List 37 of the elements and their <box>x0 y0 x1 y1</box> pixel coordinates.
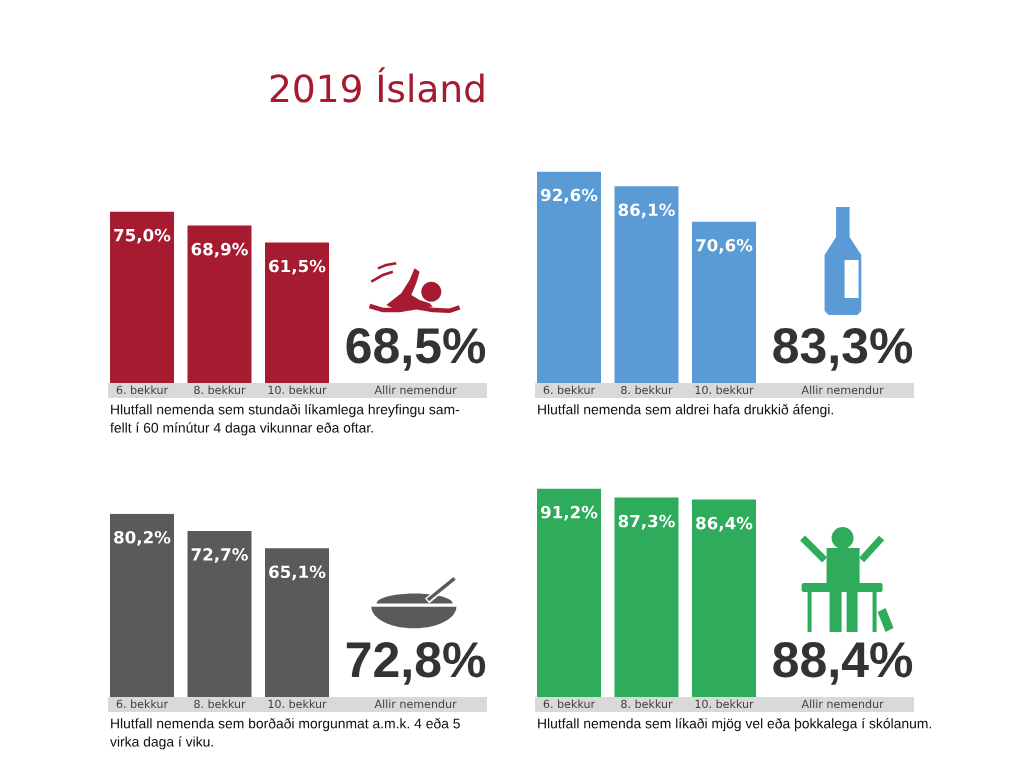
x-tick-label: 10. bekkur <box>268 385 327 395</box>
x-tick-label: 8. bekkur <box>621 385 673 395</box>
annotation: 68,5% <box>346 328 486 371</box>
annotation: 72,8% <box>346 642 486 685</box>
data-label: 92,6% <box>540 188 598 204</box>
data-label: 80,2% <box>114 530 171 546</box>
x-tick-label: Allir nemendur <box>801 699 884 709</box>
data-label: 65,1% <box>269 565 326 581</box>
text: Hlutfall nemenda sem borðaði morgunmat a.m.k. 4 eða 5 virka daga í viku. <box>110 718 460 750</box>
data-label: 86,1% <box>618 203 675 219</box>
chart-title: 2019 Ísland <box>270 67 484 103</box>
data-label: 61,5% <box>269 259 326 275</box>
x-tick-label: 8. bekkur <box>621 699 673 709</box>
data-label: 87,3% <box>618 514 675 530</box>
data-label: 86,4% <box>696 516 753 532</box>
data-label: 91,2% <box>540 505 598 521</box>
x-tick-label: 10. bekkur <box>268 699 327 709</box>
x-tick-label: Allir nemendur <box>374 699 457 709</box>
data-label: 72,7% <box>191 548 248 563</box>
data-label: 75,0% <box>114 228 171 244</box>
x-tick-label: 6. bekkur <box>116 699 169 709</box>
x-tick-label: 10. bekkur <box>695 385 754 395</box>
data-label: 68,9% <box>191 242 248 258</box>
text: Hlutfall nemenda sem aldrei hafa drukkið áfengi. <box>538 404 833 418</box>
x-tick-label: 8. bekkur <box>194 385 246 395</box>
text: Hlutfall nemenda sem líkaði mjög vel eða þokkalega í skólanum. <box>538 718 931 732</box>
annotation: 83,3% <box>773 328 913 371</box>
x-tick-label: Allir nemendur <box>374 385 457 395</box>
data-label: 70,6% <box>696 238 753 254</box>
x-tick-label: 6. bekkur <box>116 385 169 395</box>
text: Hlutfall nemenda sem stundaði líkamlega hreyfingu sam- fellt í 60 mínútur 4 daga vikunnar eða oftar. <box>110 404 460 436</box>
x-tick-label: 10. bekkur <box>695 699 754 709</box>
x-tick-label: Allir nemendur <box>801 385 884 395</box>
x-tick-label: 6. bekkur <box>543 699 596 709</box>
annotation: 88,4% <box>773 642 913 685</box>
x-tick-label: 6. bekkur <box>543 385 596 395</box>
x-tick-label: 8. bekkur <box>194 699 246 709</box>
